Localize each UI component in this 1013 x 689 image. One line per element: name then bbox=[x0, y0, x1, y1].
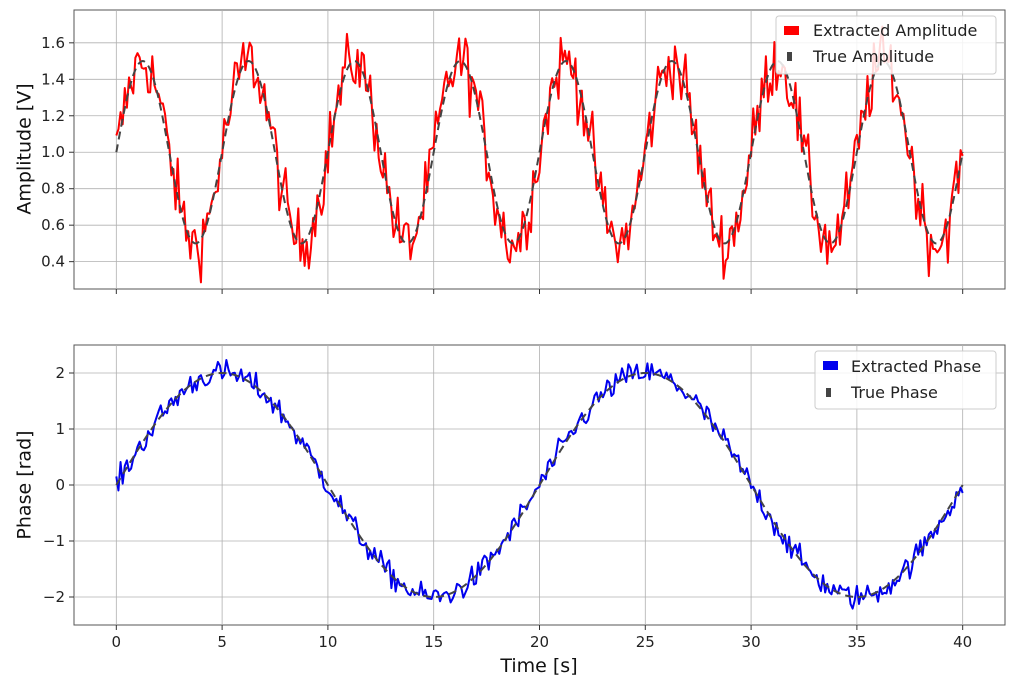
phase-y-tick-label: 1 bbox=[55, 420, 65, 438]
amplitude-panel: 0.4 0.6 0.8 1.0 1.2 1.4 1.6 Amplitude [V] Extr… bbox=[14, 9, 1006, 294]
extracted-amplitude-legend-label: Extracted Amplitude bbox=[813, 21, 977, 40]
amplitude-y-tick-label: 0.6 bbox=[41, 216, 65, 234]
amplitude-extracted-line bbox=[115, 25, 964, 284]
phase-y-axis-label: Phase [rad] bbox=[14, 430, 36, 539]
amplitude-legend: Extracted Amplitude True Amplitude bbox=[775, 15, 997, 75]
amplitude-y-tick-label: 1.2 bbox=[41, 107, 65, 125]
amplitude-y-tick-label: 1.0 bbox=[41, 143, 65, 161]
true-amplitude-legend-swatch bbox=[787, 52, 792, 61]
x-tick-label: 35 bbox=[847, 633, 866, 651]
amplitude-ticks: 0.4 0.6 0.8 1.0 1.2 1.4 1.6 bbox=[41, 34, 964, 294]
amplitude-true-line bbox=[115, 60, 964, 245]
true-phase-legend-swatch bbox=[826, 388, 831, 397]
x-tick-label: 15 bbox=[424, 633, 443, 651]
phase-y-tick-label: 2 bbox=[55, 364, 65, 382]
amplitude-legend-frame bbox=[775, 15, 997, 75]
phase-legend-frame bbox=[814, 350, 997, 410]
phase-panel: 0 5 10 15 20 25 30 35 40 −2 −1 0 1 2 Phase [rad] Time… bbox=[14, 344, 1006, 677]
x-axis-label: Time [s] bbox=[499, 655, 577, 677]
x-tick-label: 0 bbox=[112, 633, 122, 651]
x-tick-label: 5 bbox=[217, 633, 227, 651]
extracted-phase-legend-swatch bbox=[823, 361, 838, 370]
amplitude-y-tick-label: 1.6 bbox=[41, 34, 65, 52]
x-tick-label: 30 bbox=[742, 633, 761, 651]
phase-legend: Extracted Phase True Phase bbox=[814, 350, 997, 410]
x-tick-label: 40 bbox=[953, 633, 972, 651]
amplitude-y-tick-label: 1.4 bbox=[41, 70, 65, 88]
amplitude-y-tick-label: 0.8 bbox=[41, 180, 65, 198]
phase-series bbox=[115, 359, 964, 610]
amplitude-y-axis-label: Amplitude [V] bbox=[14, 83, 36, 214]
extracted-phase-legend-label: Extracted Phase bbox=[851, 357, 981, 376]
phase-y-tick-label: −2 bbox=[43, 588, 65, 606]
phase-ticks: 0 5 10 15 20 25 30 35 40 −2 −1 0 1 2 bbox=[43, 364, 972, 651]
phase-y-tick-label: −1 bbox=[43, 532, 65, 550]
amplitude-y-tick-label: 0.4 bbox=[41, 253, 65, 271]
x-tick-label: 25 bbox=[636, 633, 655, 651]
phase-true-line bbox=[115, 371, 964, 599]
amplitude-series bbox=[115, 25, 964, 284]
phase-y-tick-label: 0 bbox=[55, 476, 65, 494]
x-tick-label: 10 bbox=[318, 633, 337, 651]
true-phase-legend-label: True Phase bbox=[850, 383, 938, 402]
x-tick-label: 20 bbox=[530, 633, 549, 651]
extracted-amplitude-legend-swatch bbox=[784, 26, 799, 35]
true-amplitude-legend-label: True Amplitude bbox=[812, 47, 934, 66]
